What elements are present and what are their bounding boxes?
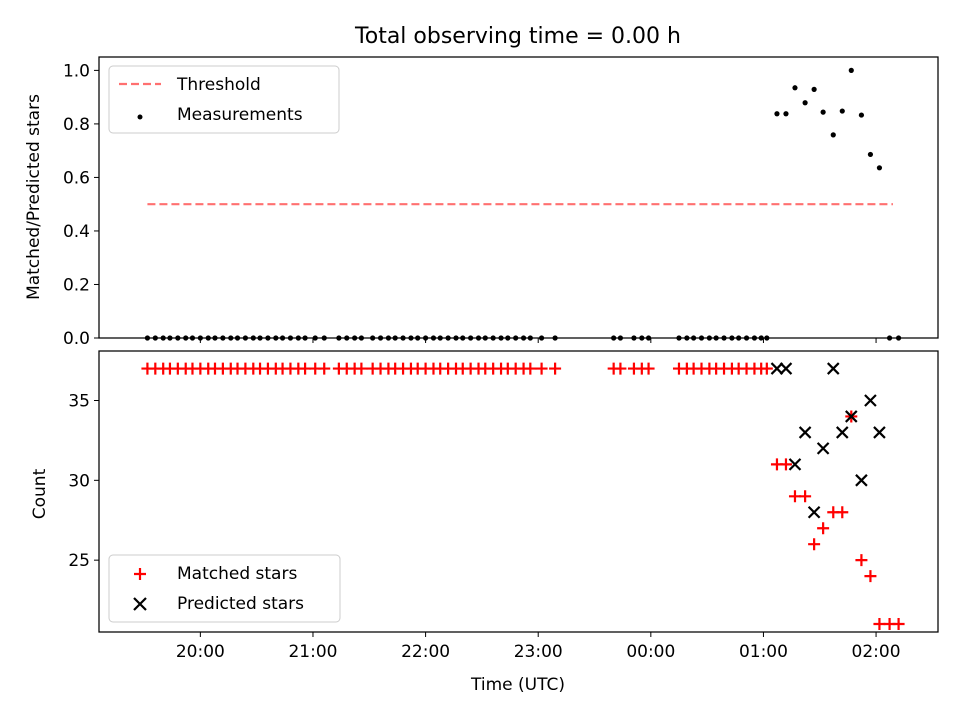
matched-star-marker xyxy=(760,362,773,375)
predicted-stars-legend-label: Predicted stars xyxy=(177,594,304,614)
panel0-ytick-label: 0.0 xyxy=(63,329,90,349)
predicted-star-marker xyxy=(807,505,821,519)
predicted-star-marker xyxy=(779,362,793,375)
matched-stars-legend-swatch xyxy=(134,568,146,580)
matched-star-marker xyxy=(836,506,849,519)
matched-star-marker xyxy=(614,362,627,375)
matched-star-marker xyxy=(524,362,537,375)
matched-star-marker xyxy=(318,362,331,375)
panel1-xtick-label: 22:00 xyxy=(401,642,450,662)
matched-star-marker xyxy=(855,554,868,567)
predicted-star-marker xyxy=(788,458,802,471)
measurement-point xyxy=(783,111,789,117)
measurement-point xyxy=(839,108,845,114)
matched-star-marker xyxy=(808,538,821,551)
panel1-xtick-label: 21:00 xyxy=(288,642,337,662)
top-ylabel: Matched/Predicted stars xyxy=(24,94,44,300)
matched-star-marker xyxy=(892,618,905,631)
top-axes-frame xyxy=(98,56,939,339)
panel0-ytick-label: 1.0 xyxy=(63,61,90,81)
panel1-xtick-label: 01:00 xyxy=(739,642,788,662)
matched-star-marker xyxy=(355,362,368,375)
predicted-stars-legend-swatch xyxy=(133,597,147,611)
measurement-point xyxy=(848,67,854,73)
panel1-xtick-label: 20:00 xyxy=(176,642,225,662)
measurement-point xyxy=(876,165,883,171)
panel0-ytick-label: 0.4 xyxy=(63,222,90,242)
threshold-legend-label: Threshold xyxy=(176,75,261,95)
measurement-point xyxy=(802,100,808,106)
matched-star-marker xyxy=(873,618,886,631)
predicted-star-marker xyxy=(845,410,858,423)
measurement-point xyxy=(858,112,865,118)
predicted-star-marker xyxy=(864,394,877,407)
matched-star-marker xyxy=(779,458,792,471)
panel0-ytick-label: 0.6 xyxy=(63,168,90,188)
panel1-ytick-label: 35 xyxy=(68,391,90,411)
panel1-xtick-label: 00:00 xyxy=(626,642,675,662)
bottom-legend-box xyxy=(108,554,341,623)
matched-star-marker xyxy=(817,522,830,535)
bottom-legend: Matched stars Predicted stars xyxy=(108,554,341,623)
bottom-panel: Count Time (UTC) 25 30 35 20:00 21:00 22:00 23… xyxy=(30,350,939,695)
measurement-point xyxy=(774,111,780,117)
top-legend-box xyxy=(108,65,340,134)
panel1-xtick-label: 02:00 xyxy=(852,642,901,662)
top-legend: Threshold Measurements xyxy=(108,65,340,134)
predicted-star-marker xyxy=(770,362,784,375)
bottom-ticks: 25 30 35 20:00 21:00 22:00 23:00 00:00 01:00 02:0… xyxy=(68,391,900,662)
matched-star-marker xyxy=(535,362,548,375)
predicted-star-marker xyxy=(798,426,812,439)
panel1-ytick-label: 25 xyxy=(68,551,90,571)
bottom-plot-area xyxy=(141,362,905,631)
measurement-point xyxy=(830,132,836,138)
measurements-legend-label: Measurements xyxy=(177,105,303,125)
panel1-ytick-label: 30 xyxy=(68,471,90,491)
bottom-ylabel: Count xyxy=(30,468,50,519)
matched-star-marker xyxy=(864,570,877,583)
top-ticks: 0.0 0.2 0.4 0.6 0.8 1.0 xyxy=(63,61,877,349)
measurement-point xyxy=(811,86,817,92)
predicted-star-marker xyxy=(873,426,886,439)
predicted-star-marker xyxy=(835,426,849,439)
matched-star-marker xyxy=(549,362,562,375)
predicted-star-marker xyxy=(826,362,840,375)
matched-star-marker xyxy=(799,490,812,503)
matched-stars-legend-label: Matched stars xyxy=(177,564,297,584)
measurements-legend-swatch xyxy=(137,114,143,120)
panel0-ytick-label: 0.8 xyxy=(63,115,90,135)
bottom-xlabel: Time (UTC) xyxy=(470,675,565,695)
matched-star-marker xyxy=(642,362,655,375)
measurement-point xyxy=(867,151,874,158)
measurement-point xyxy=(820,109,826,115)
measurement-point xyxy=(792,85,798,91)
matched-star-marker xyxy=(788,490,801,503)
bottom-axes-frame xyxy=(98,350,939,633)
top-panel: Total observing time = 0.00 h Matched/Pr… xyxy=(24,24,939,349)
predicted-star-marker xyxy=(855,474,868,487)
predicted-star-marker xyxy=(816,442,830,455)
chart-title: Total observing time = 0.00 h xyxy=(354,24,681,49)
matched-star-marker xyxy=(299,362,312,375)
panel0-ytick-label: 0.2 xyxy=(63,275,90,295)
panel1-xtick-label: 23:00 xyxy=(514,642,563,662)
